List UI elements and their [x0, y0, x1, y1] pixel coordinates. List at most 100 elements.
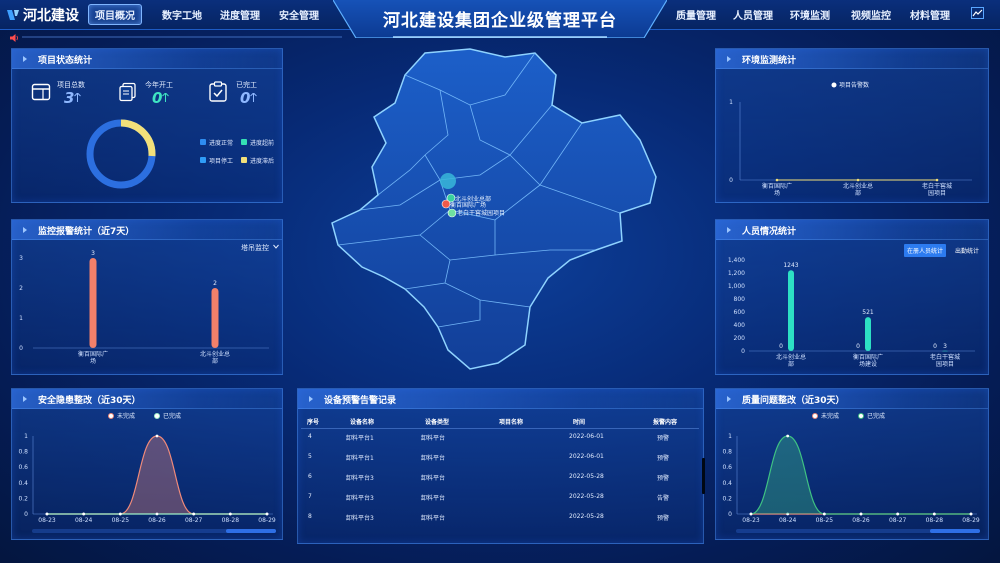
map-marker-cluster[interactable] — [440, 173, 456, 189]
table-cell: 卸料平台3 — [346, 495, 374, 502]
series-point — [786, 512, 790, 516]
nav-item-digital-site[interactable]: 数字工地 — [162, 11, 202, 22]
donut-segment-delayed[interactable] — [86, 119, 156, 189]
y-tick-label: 0 — [19, 345, 23, 352]
stat-value-started: 0 — [152, 89, 163, 107]
y-tick-label: 0.2 — [18, 495, 28, 502]
table-cell: 卸料平台3 — [346, 515, 374, 522]
nav-item-environment[interactable]: 环境监测 — [790, 11, 830, 22]
table-cell: 卸料平台3 — [346, 475, 374, 482]
x-tick-label: 08-23 — [38, 517, 56, 524]
quality-chart-zoom-handle[interactable] — [930, 529, 980, 533]
nav-item-personnel[interactable]: 人员管理 — [733, 11, 773, 22]
series-point — [228, 512, 232, 516]
series-point — [749, 512, 753, 516]
legend-label: 已完成 — [867, 412, 885, 420]
series-point — [155, 434, 159, 438]
quality-rectification-chart: 未完成 已完成 0 0.2 0.4 0.6 0.8 1 08-23 08-24 08-25 08-26… — [722, 412, 979, 524]
y-tick-label: 0.6 — [722, 464, 732, 471]
x-tick-label: 08-23 — [742, 517, 760, 524]
table-cell: 2022-05-28 — [569, 513, 604, 520]
nav-item-progress[interactable]: 进度管理 — [220, 11, 260, 22]
project-status-donut[interactable] — [84, 117, 158, 191]
table-scrollbar[interactable] — [702, 458, 705, 494]
x-tick-label: 衡百国际广 — [762, 182, 792, 190]
y-tick-label: 0.4 — [18, 480, 28, 487]
bar — [942, 350, 948, 352]
chevron-down-icon[interactable] — [273, 244, 279, 249]
table-header-cell: 时间 — [573, 419, 586, 426]
table-header-cell: 设备类型 — [425, 419, 450, 426]
speaker-icon[interactable] — [9, 33, 19, 43]
bar-data-label-zero: 0 — [779, 343, 783, 350]
tab-registered-staff[interactable]: 在册人员统计 — [904, 244, 947, 257]
legend-swatch-normal — [200, 139, 206, 145]
legend-label: 已完成 — [163, 412, 181, 420]
quality-chart-zoom-track[interactable] — [736, 529, 980, 533]
x-tick-label: 08-27 — [889, 517, 907, 524]
x-tick-label: 北斗创业总 — [843, 182, 873, 190]
hebei-map[interactable] — [320, 45, 680, 380]
brand-logo[interactable]: 河北建设 — [6, 5, 79, 25]
table-cell: 预警 — [657, 475, 670, 482]
quality-rectification-panel: 质量问题整改（近30天） — [715, 388, 989, 540]
safety-chart-zoom-handle[interactable] — [226, 529, 276, 533]
x-tick-label-cont: 场 — [774, 189, 780, 197]
environment-monitor-chart: 项目告警数 0 1 衡百国际广场 北斗创业总部 老白干窖城园项目 — [729, 81, 972, 197]
x-tick-label: 08-28 — [926, 517, 944, 524]
legend-swatch-delayed — [241, 157, 247, 163]
tab-attendance[interactable]: 出勤统计 — [955, 248, 980, 255]
map-marker-beidou[interactable] — [446, 193, 456, 203]
nav-item-quality[interactable]: 质量管理 — [676, 11, 716, 22]
safety-chart-zoom-track[interactable] — [32, 529, 276, 533]
y-tick-label: 1,000 — [728, 283, 745, 290]
table-cell: 2022-05-28 — [569, 473, 604, 480]
table-cell: 告警 — [657, 495, 670, 502]
bar-data-label-zero: 0 — [856, 343, 860, 350]
map-marker-laobaigan[interactable] — [447, 208, 457, 218]
monitor-alarm-panel: 监控报警统计（近7天） — [11, 219, 283, 375]
y-tick-label: 600 — [734, 309, 746, 316]
table-header-cell: 序号 — [307, 419, 320, 426]
table-header-divider — [301, 428, 699, 429]
x-tick-label: 08-28 — [222, 517, 240, 524]
clipboard-check-icon — [209, 81, 227, 102]
nav-item-video[interactable]: 视频监控 — [851, 11, 891, 22]
table-cell: 卸料平台1 — [346, 455, 374, 462]
bar-data-label: 3 — [943, 343, 947, 350]
bar — [865, 317, 871, 351]
y-tick-label: 1,200 — [728, 270, 745, 277]
y-tick-label: 1 — [19, 315, 23, 322]
series-point — [786, 434, 790, 438]
folder-icon — [31, 83, 51, 101]
map-label-laobaigan: 老白干窖城园项目 — [457, 210, 506, 217]
crane-monitor-dropdown[interactable]: 塔吊监控 — [241, 244, 269, 252]
x-tick-label-cont: 部 — [788, 360, 794, 368]
series-point — [155, 512, 159, 516]
bar-data-label: 2 — [213, 280, 217, 287]
x-tick-label: 老白干窖城 — [922, 182, 952, 190]
nav-item-materials[interactable]: 材料管理 — [910, 11, 950, 22]
table-cell: 2022-06-01 — [569, 453, 604, 460]
x-tick-label-cont: 部 — [855, 189, 861, 197]
stat-value-total: 3 — [64, 89, 75, 107]
table-cell: 6 — [308, 473, 312, 480]
table-header-cell: 项目名称 — [499, 419, 524, 426]
map-marker-hengbai[interactable] — [441, 199, 451, 209]
safety-rectification-chart: 未完成 已完成 0 0.2 0.4 0.6 0.8 1 08-23 08-24 08-25 08-26… — [18, 412, 275, 524]
safety-rectification-panel: 安全隐患整改（近30天） — [11, 388, 283, 540]
trend-icon[interactable] — [971, 7, 984, 19]
table-cell: 预警 — [657, 435, 670, 442]
y-tick-label: 1 — [729, 99, 733, 106]
panel-title: 监控报警统计（近7天） — [38, 227, 135, 237]
map-outline[interactable] — [331, 48, 657, 370]
device-alert-panel: 设备预警告警记录 — [297, 388, 704, 544]
x-tick-label: 08-25 — [112, 517, 130, 524]
x-tick-label-cont: 场建设 — [859, 360, 877, 368]
bar-data-label: 1243 — [783, 262, 798, 269]
panel-title: 安全隐患整改（近30天） — [38, 396, 141, 406]
table-cell: 4 — [308, 433, 312, 440]
table-header-cell: 报警内容 — [653, 419, 678, 426]
nav-item-safety[interactable]: 安全管理 — [279, 11, 319, 22]
nav-item-overview[interactable]: 项目概况 — [88, 4, 142, 25]
